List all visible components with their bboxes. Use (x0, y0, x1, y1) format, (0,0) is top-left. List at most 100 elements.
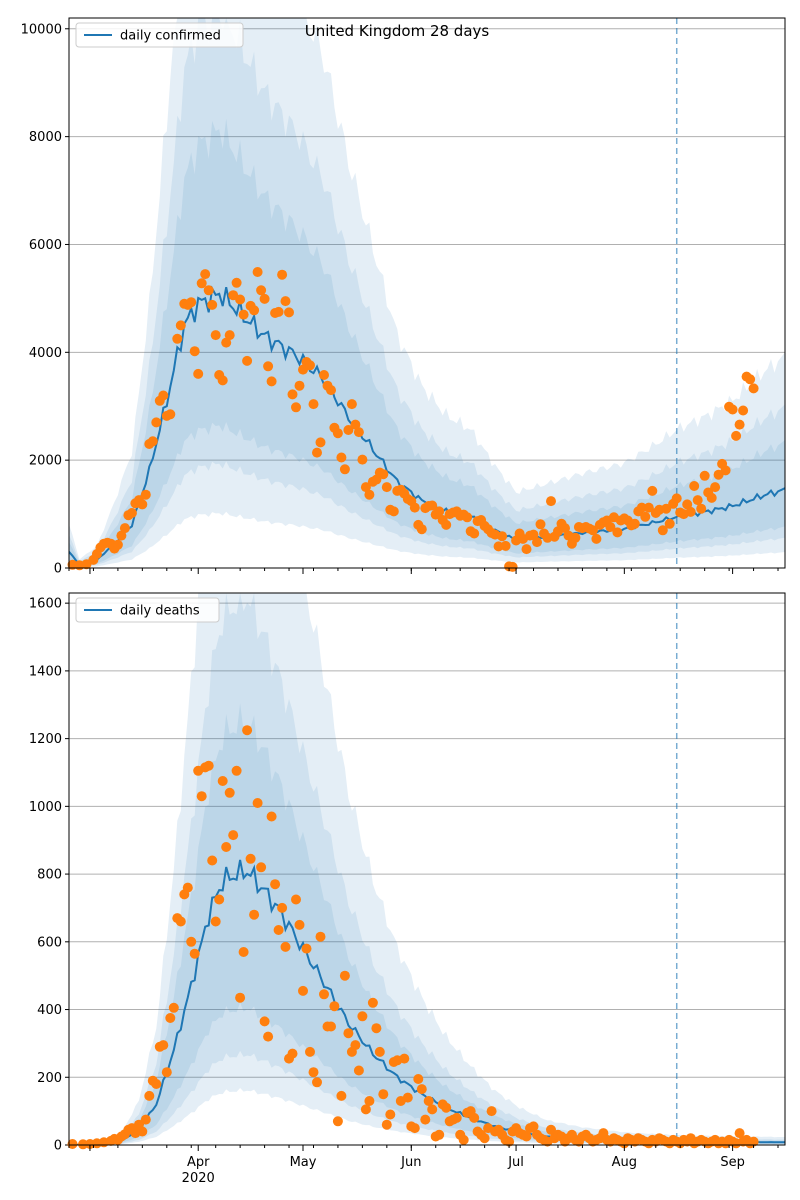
observed-point (242, 725, 253, 736)
y-tick-label: 8000 (29, 130, 62, 145)
observed-point (353, 427, 364, 438)
observed-point (221, 842, 232, 852)
observed-point (249, 305, 260, 316)
x-tick-label: Jun (400, 1155, 421, 1170)
observed-point (413, 1074, 424, 1084)
observed-point (710, 482, 721, 493)
observed-point (500, 540, 511, 551)
observed-point (203, 285, 214, 296)
observed-point (249, 909, 260, 920)
observed-point (336, 1090, 347, 1101)
observed-point (266, 811, 277, 822)
observed-point (259, 1016, 270, 1027)
observed-point (158, 390, 169, 401)
observed-point (479, 1133, 490, 1144)
observed-point (137, 499, 148, 510)
observed-point (720, 465, 731, 476)
x-tick-label: Aug (612, 1155, 637, 1170)
observed-point (423, 1096, 434, 1106)
observed-point (332, 428, 343, 439)
observed-point (357, 1011, 368, 1022)
observed-point (165, 409, 176, 420)
observed-point (636, 502, 647, 513)
observed-point (696, 503, 707, 514)
observed-point (427, 1104, 438, 1115)
observed-point (336, 452, 347, 463)
observed-point (203, 760, 214, 771)
observed-point (587, 525, 598, 536)
observed-point (671, 493, 682, 504)
observed-point (497, 531, 508, 542)
observed-point (374, 1046, 385, 1057)
observed-point (546, 1124, 556, 1135)
y-tick-label: 600 (37, 935, 62, 950)
observed-point (399, 1053, 410, 1064)
observed-point (734, 1128, 745, 1139)
observed-point (308, 399, 319, 410)
observed-point (343, 1028, 354, 1039)
confirmed-panel: 0 2000 4000 6000 8000 10000 daily confirmed (21, 17, 786, 577)
observed-point (158, 1040, 169, 1051)
observed-point (245, 853, 256, 864)
observed-point (332, 1116, 343, 1127)
observed-point (280, 296, 291, 307)
observed-point (528, 529, 539, 540)
observed-point (294, 380, 305, 391)
observed-point (427, 500, 438, 511)
y-tick-label: 1600 (29, 597, 62, 612)
observed-point (441, 1102, 452, 1113)
observed-point (231, 277, 242, 288)
observed-point (189, 346, 200, 357)
axes-frame (68, 592, 786, 1146)
y-tick-label: 6000 (29, 238, 62, 253)
observed-point (217, 776, 228, 786)
legend-label: daily confirmed (120, 29, 221, 44)
observed-point (168, 1002, 179, 1013)
observed-point (196, 791, 207, 802)
observed-point (388, 506, 399, 517)
x-tick-label: Jul (507, 1155, 524, 1170)
observed-point (165, 1013, 176, 1023)
observed-point (367, 997, 378, 1008)
observed-point (256, 862, 267, 873)
observed-point (420, 1114, 431, 1125)
observed-point (458, 1134, 469, 1145)
observed-point (189, 948, 200, 959)
observed-point (441, 519, 452, 530)
observed-point (175, 916, 186, 927)
uncertainty-band (69, 18, 785, 568)
observed-point (371, 1023, 382, 1034)
observed-point (186, 936, 197, 947)
observed-point (402, 1092, 413, 1103)
observed-point (284, 307, 294, 318)
observed-point (186, 297, 197, 308)
observed-point (469, 528, 480, 539)
observed-point (144, 1090, 155, 1101)
observed-point (532, 537, 542, 548)
observed-point (535, 519, 546, 530)
observed-point (308, 1067, 319, 1078)
observed-point (647, 485, 658, 496)
observed-point (629, 518, 640, 529)
observed-point (266, 376, 277, 387)
uncertainty-band (69, 703, 785, 1145)
observed-point (312, 1077, 322, 1088)
observed-point (291, 402, 301, 413)
observed-point (350, 1040, 361, 1051)
observed-point (235, 992, 246, 1003)
observed-point (301, 943, 312, 954)
x-tick-label: May (290, 1155, 317, 1170)
observed-point (507, 561, 518, 572)
observed-point (378, 469, 389, 480)
observed-point (689, 481, 700, 491)
observed-point (238, 947, 249, 957)
observed-point (210, 916, 221, 927)
x-year-label: 2020 (182, 1171, 215, 1186)
observed-point (329, 1001, 340, 1012)
observed-point (528, 1121, 539, 1132)
plot-area (69, 18, 785, 568)
observed-point (151, 417, 162, 428)
observed-point (112, 539, 123, 550)
observed-point (339, 464, 350, 475)
